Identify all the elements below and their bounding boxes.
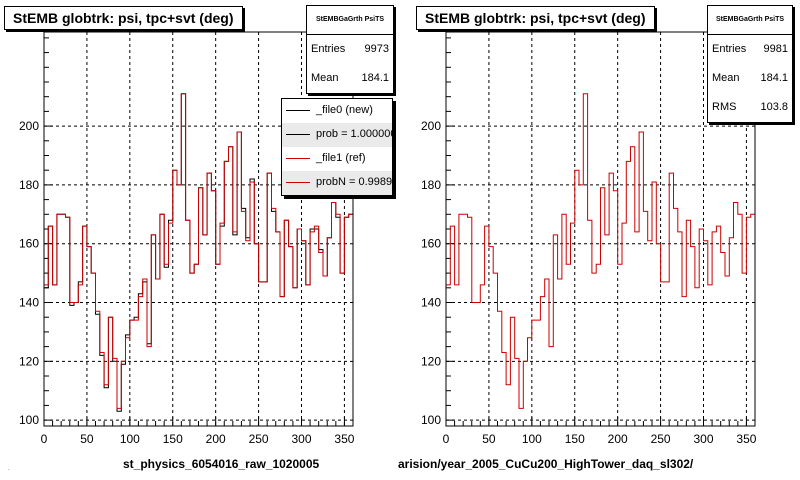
x-tick-label: 350 [334, 432, 354, 446]
legend: _file0 (new) prob = 1.000000 _file1 (ref… [281, 98, 393, 196]
x-tick-label: 300 [693, 432, 713, 446]
stats-value: 9973 [364, 43, 389, 55]
stats-label: Entries [712, 43, 747, 55]
stats-row-entries: Entries 9981 [708, 35, 792, 64]
chart-title: StEMB globtrk: psi, tpc+svt (deg) [4, 6, 243, 30]
plot-frame [445, 31, 756, 427]
stats-row-mean: Mean 184.1 [307, 64, 393, 93]
x-tick-label: 150 [163, 432, 183, 446]
x-tick-label: 0 [41, 432, 48, 446]
y-tick-label: 180 [421, 178, 441, 192]
legend-swatch [286, 158, 310, 159]
x-tick-label: 250 [651, 432, 671, 446]
stats-value: 9981 [763, 43, 788, 55]
y-tick-label: 140 [421, 296, 441, 310]
x-axis-caption: st_physics_6054016_raw_1020005 [123, 457, 320, 471]
y-tick-label: 100 [19, 413, 39, 427]
x-tick-label: 200 [608, 432, 628, 446]
x-tick-label: 300 [291, 432, 311, 446]
legend-label: _file1 (ref) [316, 152, 366, 164]
x-axis-caption: arision/year_2005_CuCu200_HighTower_daq_… [398, 457, 694, 471]
x-tick-label: 150 [565, 432, 585, 446]
left-chart-panel: 0 50 100 150 200 250 300 350 100 120 140 160 180 200 … [4, 5, 394, 471]
stats-header: StEMBGaGrth PsiTS [708, 6, 792, 35]
legend-label: _file0 (new) [316, 104, 373, 116]
stats-value: 184.1 [361, 72, 389, 84]
right-chart: 0 50 100 150 200 250 300 350 100 120 140 160 180 200 [421, 31, 757, 446]
legend-entry: _file0 (new) [282, 99, 392, 123]
legend-swatch [286, 110, 310, 111]
y-tick-label: 160 [19, 237, 39, 251]
y-tick-label: 200 [421, 119, 441, 133]
stats-row-entries: Entries 9973 [307, 35, 393, 64]
legend-label: prob = 1.000000 [316, 128, 393, 140]
x-tick-label: 100 [522, 432, 542, 446]
right-chart-panel: 0 50 100 150 200 250 300 350 100 120 140 160 180 200 … [398, 0, 800, 480]
legend-entry: prob = 1.000000 [282, 123, 392, 147]
stats-label: Entries [311, 43, 346, 55]
x-tick-label: 250 [249, 432, 269, 446]
series-line [44, 93, 353, 409]
y-tick-label: 140 [19, 296, 39, 310]
x-tick-label: 350 [736, 432, 756, 446]
legend-swatch [286, 134, 310, 135]
legend-label: probN = 0.99896 [316, 176, 393, 188]
y-tick-label: 200 [19, 119, 39, 133]
footer-note: . [8, 466, 10, 472]
legend-swatch [286, 182, 310, 183]
plot-frame [43, 31, 354, 427]
stats-label: Mean [311, 72, 339, 84]
y-tick-label: 120 [421, 354, 441, 368]
stats-value: 103.8 [760, 101, 788, 113]
x-tick-label: 200 [206, 432, 226, 446]
stats-row-rms: RMS 103.8 [708, 93, 792, 122]
x-tick-label: 50 [482, 432, 496, 446]
series-line [446, 93, 755, 409]
y-tick-label: 100 [421, 413, 441, 427]
x-tick-label: 50 [80, 432, 94, 446]
legend-entry: probN = 0.99896 [282, 171, 392, 195]
stats-box: StEMBGaGrth PsiTS Entries 9981 Mean 184.… [707, 5, 793, 123]
y-tick-label: 160 [421, 237, 441, 251]
legend-entry: _file1 (ref) [282, 147, 392, 171]
stats-header: StEMBGaGrth PsiTS [307, 6, 393, 35]
stats-label: Mean [712, 72, 740, 84]
stats-label: RMS [712, 101, 737, 113]
x-tick-label: 100 [120, 432, 140, 446]
y-tick-label: 180 [19, 178, 39, 192]
y-tick-label: 120 [19, 354, 39, 368]
left-chart: 0 50 100 150 200 250 300 350 100 120 140 160 180 200 [19, 31, 355, 446]
chart-title: StEMB globtrk: psi, tpc+svt (deg) [416, 6, 655, 30]
x-tick-label: 0 [443, 432, 450, 446]
stats-value: 184.1 [760, 72, 788, 84]
stats-box: StEMBGaGrth PsiTS Entries 9973 Mean 184.… [306, 5, 394, 94]
stats-row-mean: Mean 184.1 [708, 64, 792, 93]
